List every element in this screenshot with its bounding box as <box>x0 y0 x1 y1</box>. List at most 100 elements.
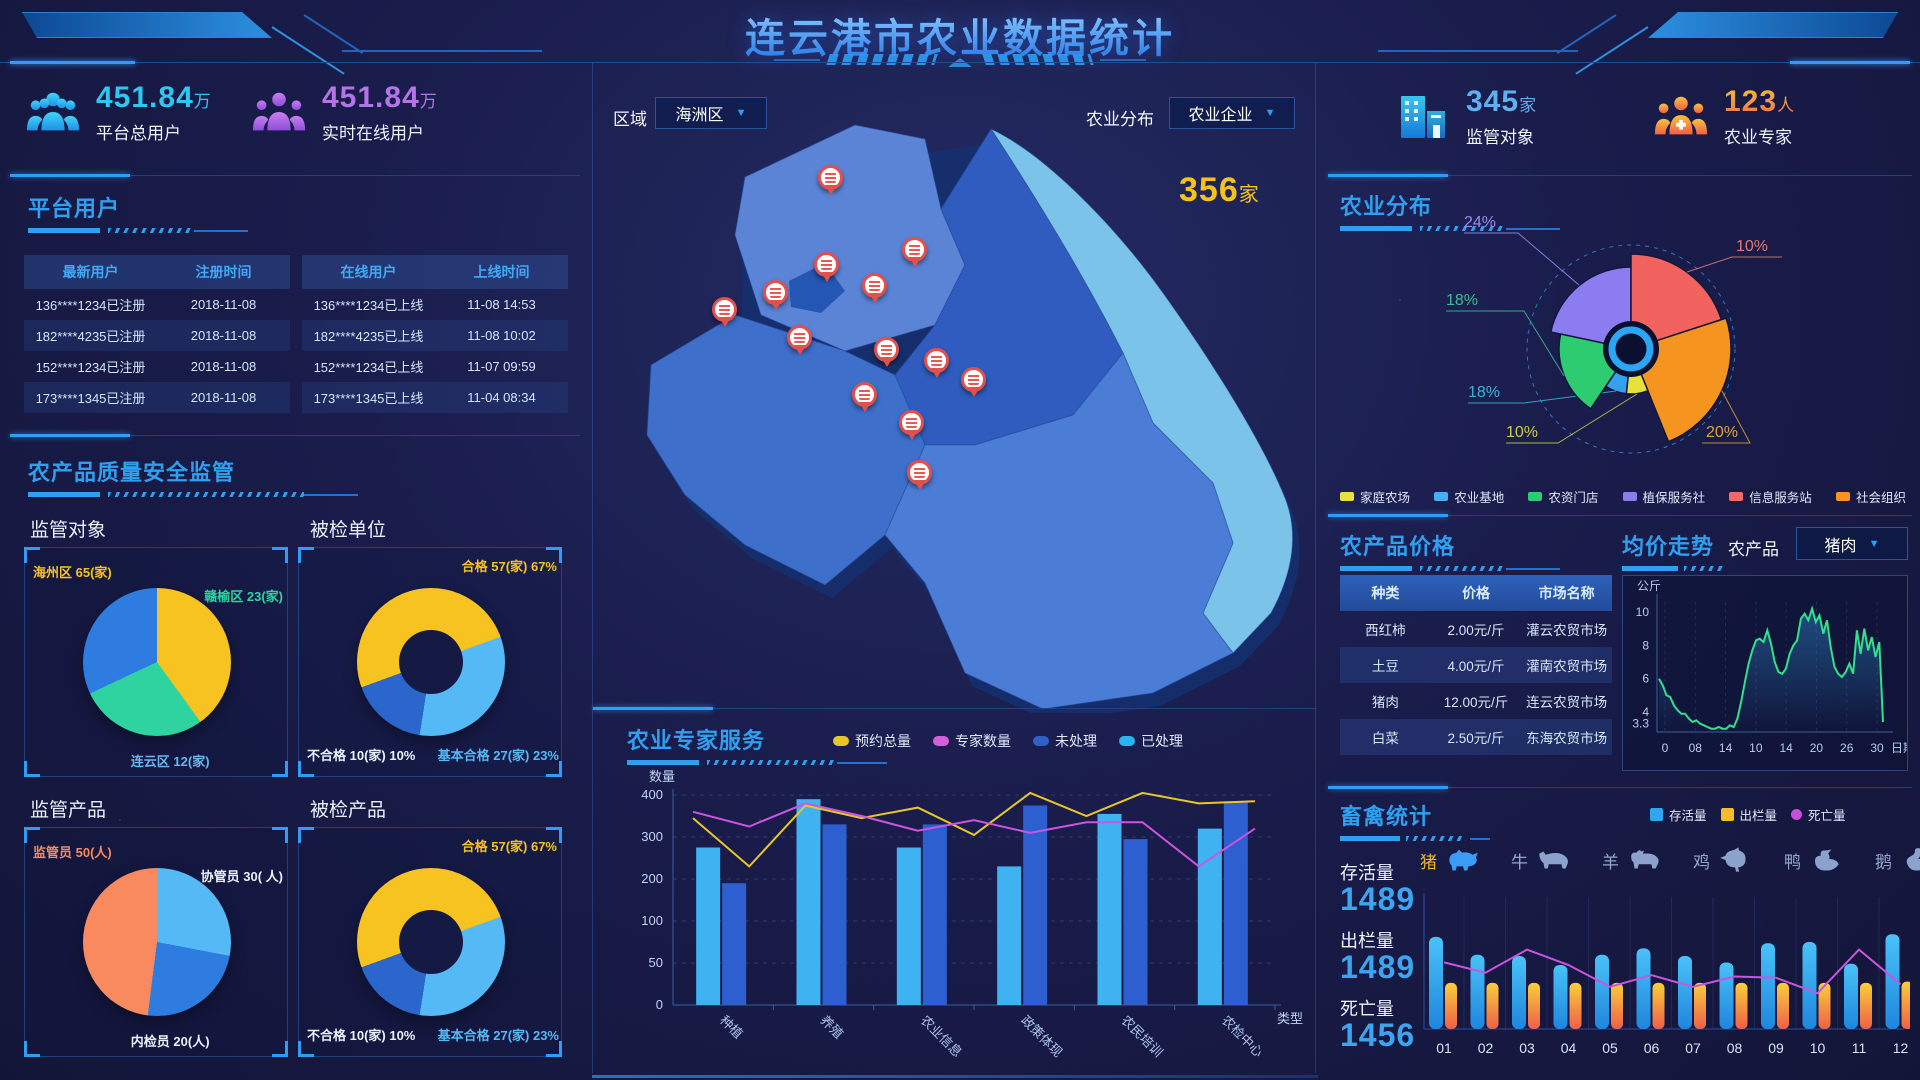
section-quality: 农产品质量安全监管 <box>28 455 358 499</box>
trend-chart-box: 0 08 14 10 14 20 26 30 日期 10 8 6 43.3 公斤 <box>1622 575 1915 771</box>
section-underline <box>28 492 358 499</box>
header: 连云港市农业数据统计 <box>0 0 1920 75</box>
chart-card-supervision-products: 监管员 50(人) 协管员 30( 人) 内检员 20(人) <box>24 827 288 1057</box>
distribution-select[interactable]: 农业企业 ▼ <box>1169 97 1295 129</box>
distribution-legend: 家庭农场 农业基地 农资门店 植保服务社 信息服务站 社会组织 <box>1340 487 1906 506</box>
map-pin[interactable] <box>924 348 949 373</box>
legend-item[interactable]: 存活量 <box>1650 805 1707 824</box>
donut-hole <box>399 630 463 694</box>
legend-item[interactable]: 出栏量 <box>1720 805 1777 824</box>
column-header: 在线用户 <box>302 255 435 289</box>
pie-supervision-products[interactable] <box>83 868 231 1016</box>
chart-subtitle: 被检产品 <box>310 800 387 821</box>
svg-text:农民培训: 农民培训 <box>1118 1013 1165 1060</box>
map-pin[interactable] <box>902 237 927 262</box>
animal-tab-goose[interactable]: 鹅 <box>1875 845 1920 875</box>
legend-item[interactable]: 专家数量 <box>933 731 1011 751</box>
chevron-down-icon: ▼ <box>735 107 747 119</box>
stat-label: 实时在线用户 <box>322 124 424 143</box>
map[interactable] <box>593 113 1317 722</box>
legend-item[interactable]: 农资门店 <box>1528 487 1598 506</box>
map-pin[interactable] <box>899 410 924 435</box>
section-title: 平台用户 <box>28 196 121 221</box>
pie-label: 基本合格 27(家) 23% <box>437 748 559 763</box>
animal-tab-chicken[interactable]: 鸡 <box>1693 845 1754 875</box>
sheep-icon <box>1631 850 1659 869</box>
pie-label: 连云区 12(家) <box>130 754 210 769</box>
map-pin[interactable] <box>818 165 843 190</box>
section-underline <box>28 228 248 235</box>
divider <box>10 434 580 437</box>
table-row: 152****1234已上线 11-07 09:59 <box>313 359 536 375</box>
section-price-trend: 均价走势 <box>1622 529 1732 573</box>
donut-inspected-units[interactable] <box>357 588 505 736</box>
svg-text:3.3: 3.3 <box>1632 717 1649 731</box>
death-value: 1456 <box>1340 1017 1416 1053</box>
map-pin[interactable] <box>874 337 899 362</box>
table-row: 白菜 2.50元/斤 东海农贸市场 <box>1340 719 1612 755</box>
stat-label: 平台总用户 <box>96 124 181 143</box>
rose-slice[interactable] <box>1549 266 1632 350</box>
animal-tab-pig[interactable]: 猪 <box>1420 845 1481 875</box>
svg-text:类型: 类型 <box>1277 1011 1303 1026</box>
map-pin[interactable] <box>961 367 986 392</box>
svg-text:05: 05 <box>1602 1040 1618 1056</box>
svg-text:20: 20 <box>1810 741 1824 755</box>
table-row: 土豆 4.00元/斤 灌南农贸市场 <box>1340 647 1612 683</box>
distribution-rose-chart[interactable]: 24% 10% 20% 10% 18% 18% <box>1406 191 1912 481</box>
section-title: 农产品质量安全监管 <box>28 460 236 485</box>
map-pin[interactable] <box>787 325 812 350</box>
section-underline <box>1340 226 1560 233</box>
legend-item[interactable]: 未处理 <box>1033 731 1097 751</box>
map-pin[interactable] <box>862 273 887 298</box>
distribution-label: 农业分布 <box>1086 110 1154 129</box>
pie-label: 内检员 20(人) <box>130 1034 210 1049</box>
pin-glyph <box>931 355 942 366</box>
legend-item[interactable]: 信息服务站 <box>1729 487 1812 506</box>
svg-text:01: 01 <box>1436 1040 1452 1056</box>
goose-icon <box>1906 848 1920 871</box>
legend-item[interactable]: 死亡量 <box>1791 805 1846 824</box>
region-select[interactable]: 海洲区 ▼ <box>655 97 767 129</box>
section-livestock: 畜禽统计 <box>1340 799 1490 843</box>
svg-text:4: 4 <box>1642 705 1649 719</box>
svg-text:12: 12 <box>1893 1040 1909 1056</box>
table-row: 173****1345已注册 2018-11-08 <box>24 382 290 413</box>
pie-label: 基本合格 27(家) 23% <box>437 1028 559 1043</box>
divider <box>593 707 1317 710</box>
legend-item[interactable]: 社会组织 <box>1835 487 1906 506</box>
map-pin[interactable] <box>852 382 877 407</box>
stat-value: 451.84 <box>322 81 420 114</box>
donut-inspected-products[interactable] <box>357 868 505 1016</box>
experts-icon <box>1654 96 1708 134</box>
legend-item[interactable]: 已处理 <box>1119 731 1183 751</box>
product-select[interactable]: 猪肉 ▼ <box>1796 527 1908 560</box>
pie-label: 合格 57(家) 67% <box>461 839 557 854</box>
pin-glyph <box>859 389 870 400</box>
pin-glyph <box>869 280 880 291</box>
chicken-icon <box>1720 847 1746 872</box>
map-pin[interactable] <box>712 297 737 322</box>
map-pin[interactable] <box>907 460 932 485</box>
legend-item[interactable]: 预约总量 <box>833 731 911 751</box>
animal-tab-sheep[interactable]: 羊 <box>1602 845 1663 875</box>
pin-glyph <box>719 304 730 315</box>
rose-slice[interactable] <box>1630 253 1723 351</box>
map-pin[interactable] <box>763 280 788 305</box>
pie-supervision-objects[interactable] <box>83 588 231 736</box>
legend-item[interactable]: 农业基地 <box>1434 487 1504 506</box>
legend-item[interactable]: 植保服务社 <box>1622 487 1705 506</box>
svg-text:07: 07 <box>1685 1040 1701 1056</box>
pin-glyph <box>770 287 781 298</box>
legend-item[interactable]: 家庭农场 <box>1340 487 1410 506</box>
map-pin[interactable] <box>814 252 839 277</box>
svg-text:农检中心: 农检中心 <box>1219 1013 1266 1060</box>
chart-subtitle: 监管产品 <box>30 800 107 821</box>
header-decoration-right <box>1376 4 1916 75</box>
svg-text:种植: 种植 <box>717 1013 746 1042</box>
svg-text:公斤: 公斤 <box>1637 579 1661 593</box>
animal-tab-duck[interactable]: 鸭 <box>1784 845 1845 875</box>
svg-text:10: 10 <box>1636 605 1650 619</box>
stat-value: 451.84 <box>96 81 194 114</box>
animal-tab-cow[interactable]: 牛 <box>1511 845 1572 875</box>
